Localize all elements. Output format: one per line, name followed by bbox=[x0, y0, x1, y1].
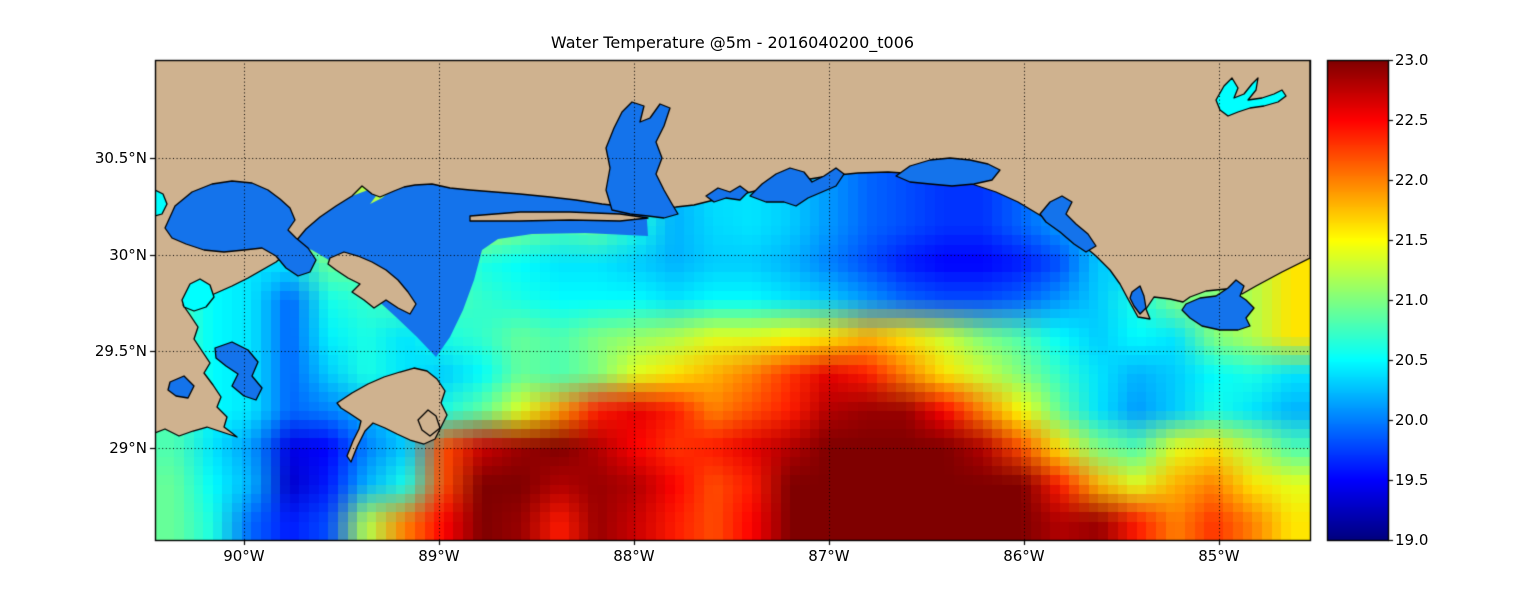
colorbar-tick-label: 21.0 bbox=[1395, 291, 1429, 309]
colorbar-tick-label: 21.5 bbox=[1395, 231, 1429, 249]
x-tick-label: 89°W bbox=[418, 547, 460, 565]
colorbar-tick-label: 22.0 bbox=[1395, 171, 1429, 189]
y-tick-label: 29°N bbox=[109, 438, 147, 457]
y-tick-label: 30°N bbox=[109, 245, 147, 264]
chart-title: Water Temperature @5m - 2016040200_t006 bbox=[550, 33, 915, 52]
x-tick-label: 85°W bbox=[1198, 547, 1240, 565]
colorbar-tick-label: 20.5 bbox=[1395, 351, 1429, 369]
x-tick-label: 87°W bbox=[808, 547, 850, 565]
colorbar-tick-label: 19.0 bbox=[1395, 531, 1429, 549]
y-tick-label: 30.5°N bbox=[94, 149, 147, 168]
colorbar-tick-label: 22.5 bbox=[1395, 111, 1429, 129]
x-tick-label: 90°W bbox=[223, 547, 265, 565]
x-tick-label: 86°W bbox=[1003, 547, 1045, 565]
colorbar-tick-label: 19.5 bbox=[1395, 471, 1429, 489]
y-tick-label: 29.5°N bbox=[94, 342, 147, 361]
colorbar-tick-label: 23.0 bbox=[1395, 51, 1429, 69]
colorbar-tick-label: 20.0 bbox=[1395, 411, 1429, 429]
x-tick-label: 88°W bbox=[613, 547, 655, 565]
